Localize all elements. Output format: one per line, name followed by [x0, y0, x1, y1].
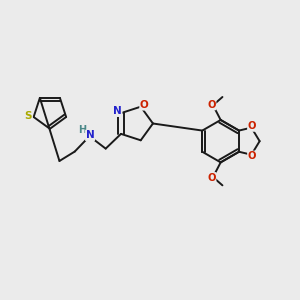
- Text: O: O: [140, 100, 148, 110]
- Text: N: N: [86, 130, 94, 140]
- Text: H: H: [78, 125, 86, 135]
- Text: S: S: [25, 111, 32, 122]
- Text: O: O: [207, 173, 216, 183]
- Text: O: O: [207, 100, 216, 110]
- Text: N: N: [113, 106, 122, 116]
- Text: O: O: [248, 121, 256, 131]
- Text: O: O: [248, 151, 256, 161]
